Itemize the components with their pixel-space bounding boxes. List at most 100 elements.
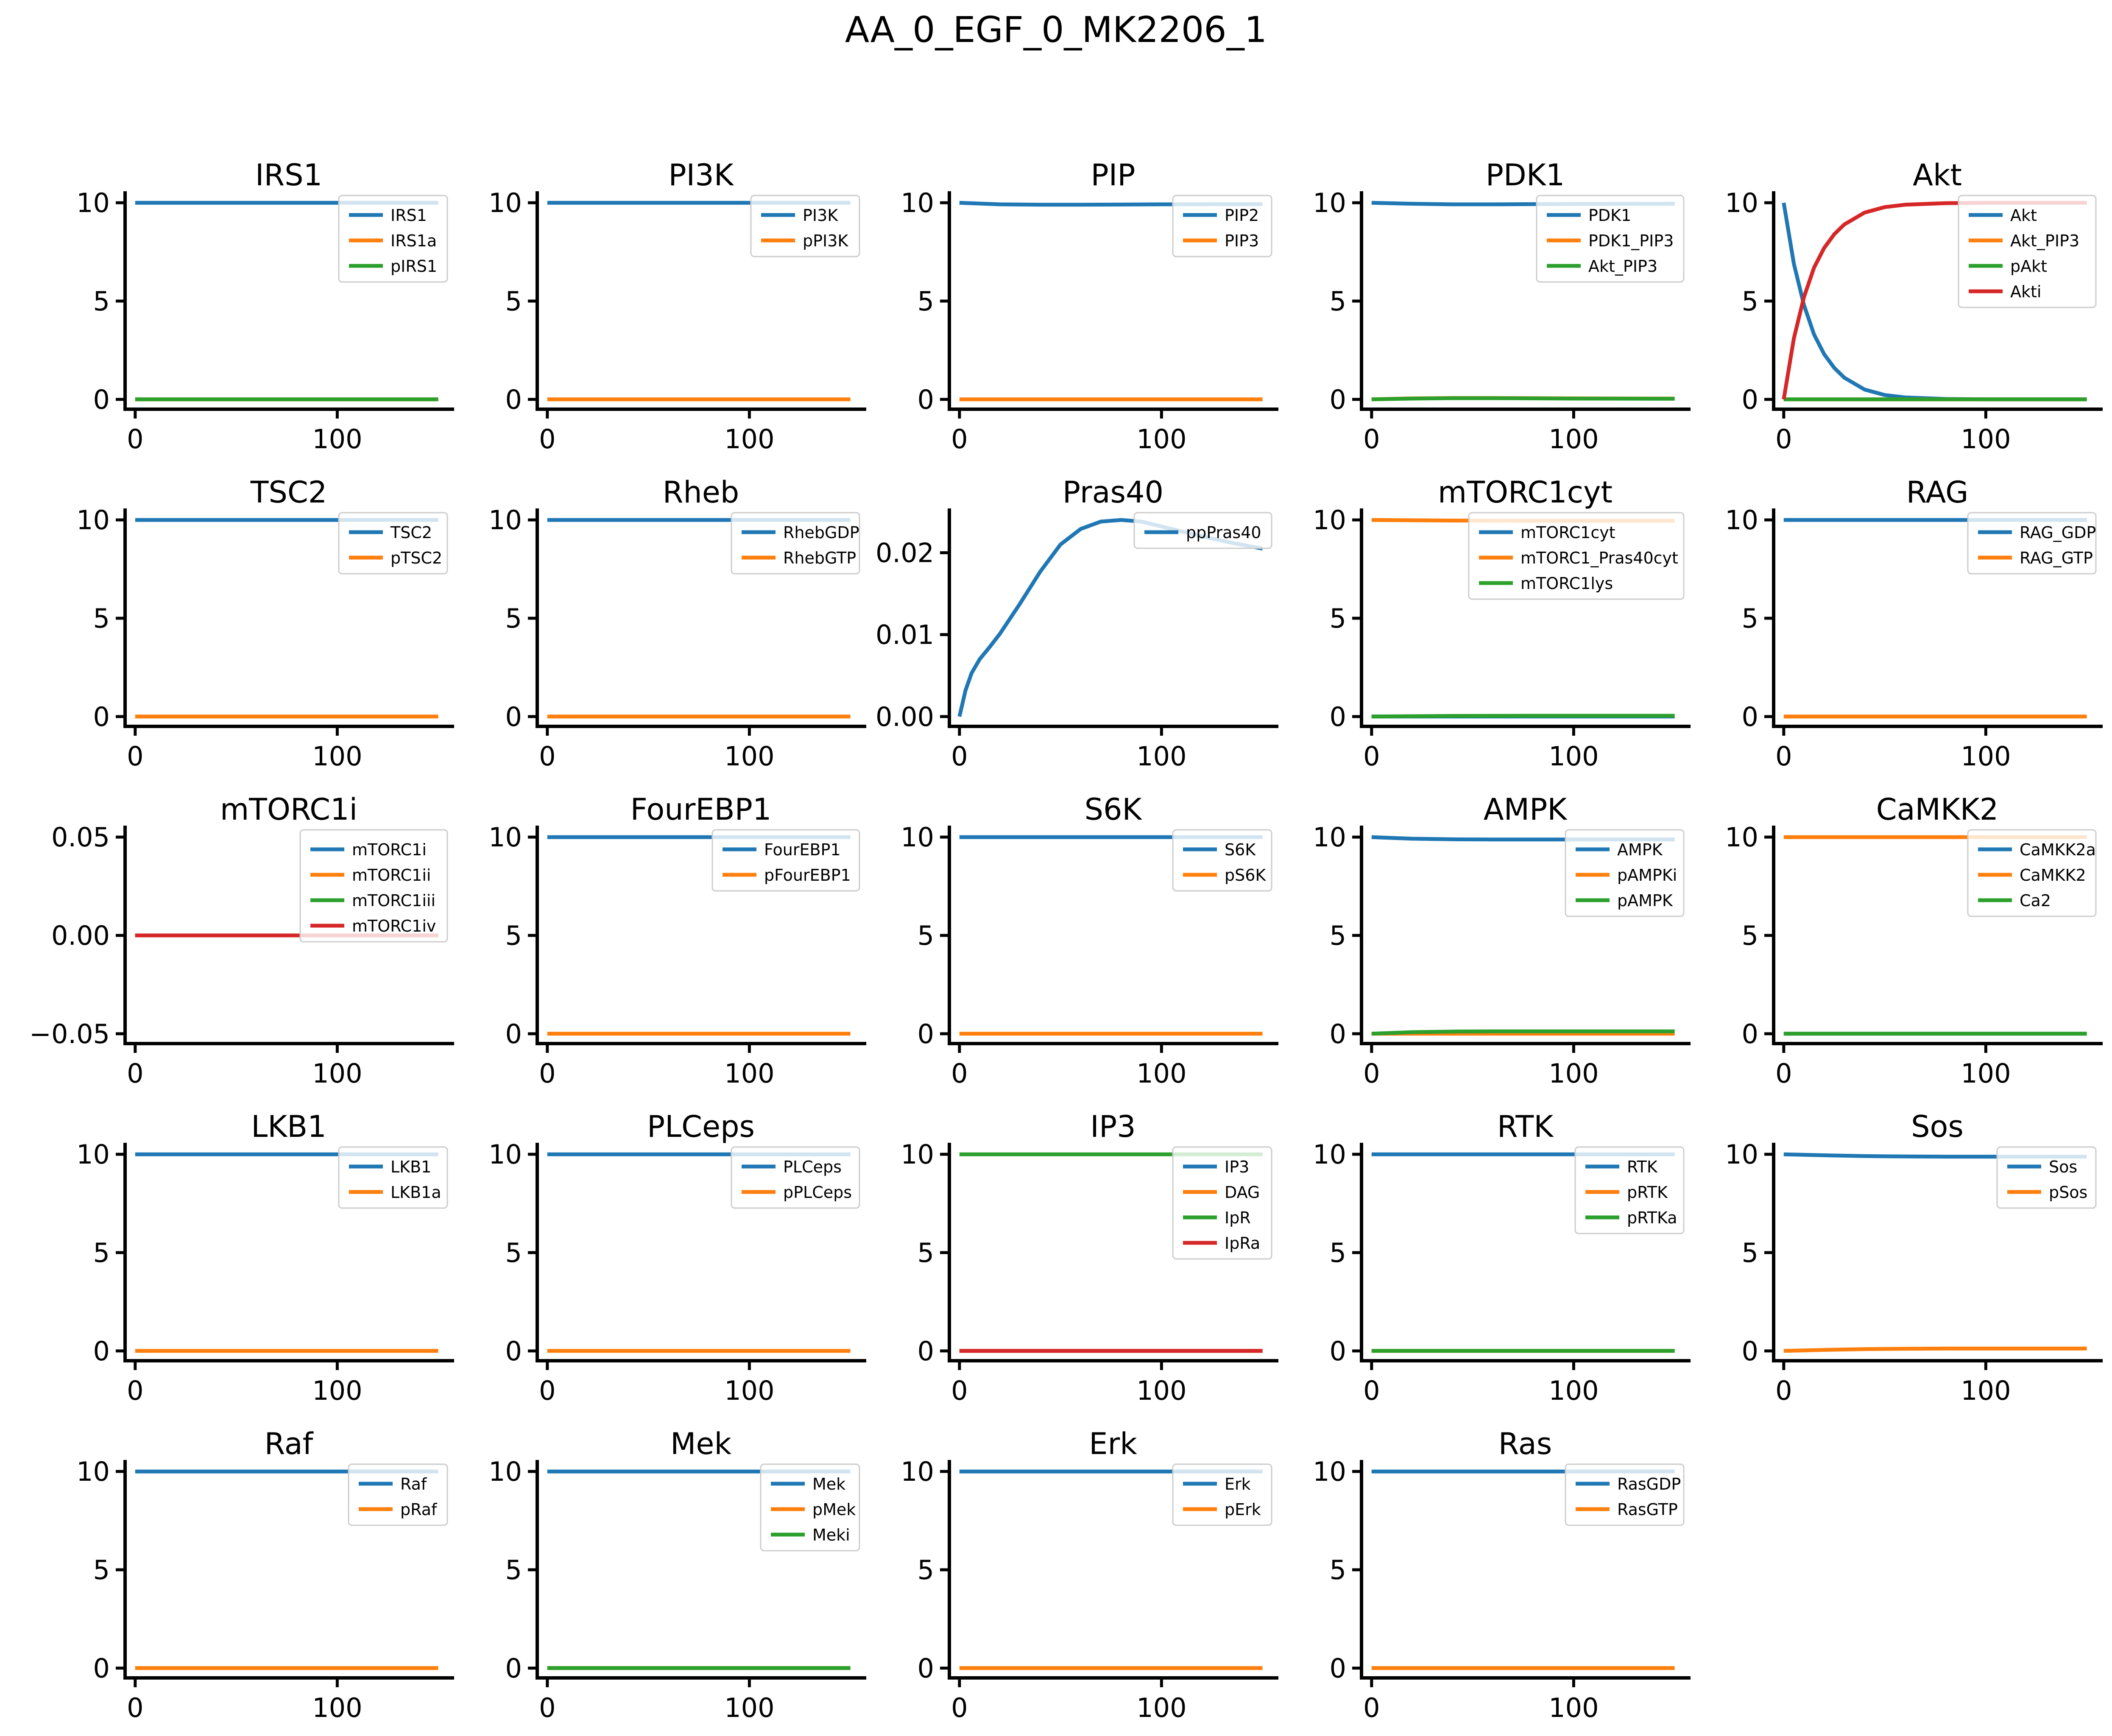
- subplot-ras: Ras 0 100 0 5 10 RasGDP RasGTP: [1313, 1426, 1691, 1723]
- x-tick-label: 0: [1775, 741, 1792, 772]
- legend: PIP2 PIP3: [1172, 195, 1272, 257]
- legend-label: TSC2: [390, 523, 432, 542]
- series-line-pampk: [1371, 1029, 1675, 1036]
- series-line-pppras40: [957, 518, 1263, 717]
- legend-label: Akt: [2010, 206, 2037, 225]
- y-tick-label: 0: [918, 1019, 934, 1049]
- legend-box: [1574, 1146, 1685, 1234]
- x-tick-label: 0: [1363, 741, 1380, 772]
- y-tick-label: 0: [918, 1653, 934, 1684]
- series-line-akt-pip3: [1371, 396, 1675, 402]
- y-tick-label: 0.02: [876, 537, 934, 568]
- x-tick-label: 100: [724, 1058, 774, 1089]
- legend-label: mTORC1_Pras40cyt: [1521, 549, 1678, 567]
- y-tick-label: 5: [1330, 286, 1346, 317]
- x-tick-label: 0: [127, 741, 143, 772]
- y-tick-label: 10: [1725, 187, 1758, 218]
- subplot-ip3: IP3 0 100 0 5 10 IP3 DAG IpR IpRa: [901, 1109, 1278, 1406]
- x-tick-label: 0: [951, 1058, 968, 1089]
- legend-label: PLCeps: [783, 1158, 842, 1176]
- subplot-pip: PIP 0 100 0 5 10 PIP2 PIP3: [901, 158, 1278, 455]
- legend-label: PIP2: [1225, 206, 1259, 225]
- x-tick-label: 0: [539, 1058, 555, 1089]
- series-line-sos: [1783, 1152, 2087, 1159]
- legend-label: DAG: [1225, 1183, 1260, 1202]
- series-line-mtorc1lys: [1371, 714, 1675, 719]
- legend-label: S6K: [1225, 840, 1256, 859]
- legend-label: RAG_GDP: [2020, 523, 2096, 542]
- subplot-title: PI3K: [668, 158, 734, 193]
- legend: CaMKK2a CaMKK2 Ca2: [1967, 829, 2097, 917]
- y-tick-label: 0: [1330, 1336, 1346, 1367]
- y-tick-label: 0: [918, 1336, 934, 1367]
- legend-label: Raf: [400, 1475, 427, 1493]
- subplot-pras40: Pras40 0 100 0.00 0.01 0.02 ppPras40: [876, 475, 1278, 772]
- y-tick-label: 0.00: [51, 920, 110, 951]
- legend-label: LKB1a: [391, 1183, 441, 1202]
- legend-label: CaMKK2a: [2020, 840, 2096, 859]
- y-tick-label: 10: [901, 822, 934, 853]
- legend: RTK pRTK pRTKa: [1574, 1146, 1685, 1234]
- subplot-title: Rheb: [663, 475, 739, 510]
- y-tick-label: 10: [1725, 505, 1758, 536]
- y-tick-label: 0.05: [51, 822, 110, 853]
- legend-label: pFourEBP1: [764, 866, 851, 885]
- legend-label: IRS1a: [391, 232, 437, 250]
- x-tick-label: 100: [312, 1058, 362, 1089]
- subplot-title: TSC2: [250, 475, 327, 510]
- y-tick-label: 0: [505, 1019, 522, 1049]
- x-tick-label: 0: [127, 1058, 143, 1089]
- y-tick-label: 0.01: [876, 620, 934, 650]
- y-tick-label: 10: [901, 187, 934, 218]
- subplot-title: Sos: [1911, 1109, 1964, 1144]
- subplot-fourebp1: FourEBP1 0 100 0 5 10 FourEBP1 pFourEBP1: [488, 792, 866, 1089]
- legend: Raf pRaf: [348, 1463, 448, 1526]
- legend-box: [1536, 195, 1685, 283]
- y-tick-label: 10: [76, 1456, 110, 1487]
- x-tick-label: 100: [1136, 741, 1186, 772]
- x-tick-label: 0: [539, 741, 555, 772]
- legend-label: mTORC1lys: [1521, 574, 1613, 593]
- x-tick-label: 100: [312, 424, 362, 455]
- x-tick-label: 100: [1548, 1692, 1599, 1723]
- x-tick-label: 0: [1775, 1375, 1792, 1406]
- legend-label: RasGDP: [1617, 1475, 1681, 1493]
- y-tick-label: 10: [1725, 1139, 1758, 1170]
- y-tick-label: 5: [1742, 286, 1758, 317]
- x-tick-label: 0: [1363, 1058, 1380, 1089]
- legend: IP3 DAG IpR IpRa: [1172, 1146, 1272, 1260]
- subplot-s6k: S6K 0 100 0 5 10 S6K pS6K: [901, 792, 1278, 1089]
- legend-box: [1967, 829, 2097, 917]
- legend-label: CaMKK2: [2020, 866, 2086, 885]
- legend-label: LKB1: [391, 1158, 431, 1176]
- y-tick-label: 10: [1313, 822, 1346, 853]
- y-tick-label: 5: [505, 1555, 522, 1585]
- x-tick-label: 100: [1961, 1375, 2011, 1406]
- y-tick-label: 5: [505, 286, 522, 317]
- x-tick-label: 0: [951, 1375, 968, 1406]
- legend-label: mTORC1i: [352, 840, 427, 859]
- series-line-psos: [1783, 1346, 2087, 1353]
- y-tick-label: 5: [1742, 1237, 1758, 1268]
- subplot-title: IP3: [1090, 1109, 1136, 1144]
- y-tick-label: 5: [93, 1237, 110, 1268]
- legend-label: mTORC1iii: [352, 891, 435, 910]
- legend: LKB1 LKB1a: [338, 1146, 448, 1209]
- x-tick-label: 0: [127, 424, 143, 455]
- subplot-title: CaMKK2: [1876, 792, 1999, 827]
- legend-box: [760, 1463, 860, 1552]
- legend-label: IRS1: [391, 206, 427, 225]
- legend-label: pRTK: [1627, 1183, 1668, 1202]
- legend-box: [1958, 195, 2097, 308]
- series-line-akti: [1782, 201, 2087, 400]
- legend-label: pMek: [812, 1500, 856, 1519]
- y-tick-label: 5: [1330, 920, 1346, 951]
- x-tick-label: 100: [312, 1692, 362, 1723]
- x-tick-label: 100: [1136, 424, 1186, 455]
- x-tick-label: 0: [539, 424, 555, 455]
- y-tick-label: 10: [1313, 1456, 1346, 1487]
- y-tick-label: 0.00: [876, 701, 934, 732]
- subplot-title: Ras: [1498, 1426, 1552, 1461]
- figure-title: AA_0_EGF_0_MK2206_1: [845, 9, 1267, 50]
